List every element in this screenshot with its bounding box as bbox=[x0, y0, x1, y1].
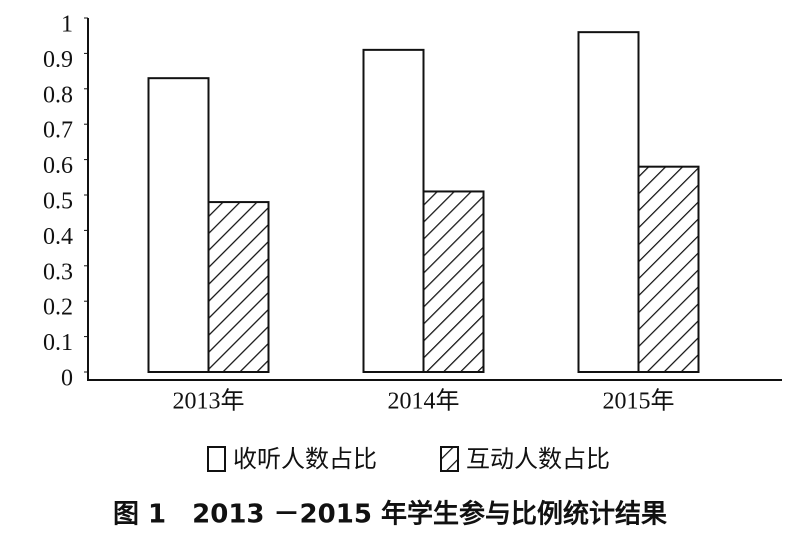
legend-swatch bbox=[207, 446, 226, 472]
y-tick-label: 0.8 bbox=[43, 82, 73, 108]
bar bbox=[147, 77, 210, 374]
bar bbox=[637, 165, 700, 373]
x-tick-label: 2014年 bbox=[388, 388, 460, 415]
y-tick-label: 0 bbox=[61, 366, 73, 392]
legend-swatch bbox=[440, 446, 459, 472]
y-tick-label: 0.9 bbox=[43, 47, 73, 73]
y-tick-label: 0.6 bbox=[43, 153, 73, 179]
legend-label: 收听人数占比 bbox=[233, 445, 377, 473]
y-tick-label: 1 bbox=[61, 12, 73, 38]
y-tick-label: 0.3 bbox=[43, 259, 73, 285]
bar bbox=[577, 31, 640, 373]
chart-title: 图 1 2013 －2015 年学生参与比例统计结果 bbox=[113, 499, 667, 530]
bar bbox=[207, 201, 270, 373]
y-tick-label: 0.1 bbox=[43, 330, 73, 356]
y-tick-label: 0.4 bbox=[43, 224, 73, 250]
x-tick-label: 2013年 bbox=[173, 388, 245, 415]
bar bbox=[362, 48, 425, 374]
y-tick-label: 0.2 bbox=[43, 295, 73, 321]
x-tick-label: 2015年 bbox=[603, 388, 675, 415]
legend-label: 互动人数占比 bbox=[466, 445, 610, 473]
y-tick-label: 0.5 bbox=[43, 189, 73, 215]
bar bbox=[422, 190, 485, 373]
y-tick-label: 0.7 bbox=[43, 118, 73, 144]
